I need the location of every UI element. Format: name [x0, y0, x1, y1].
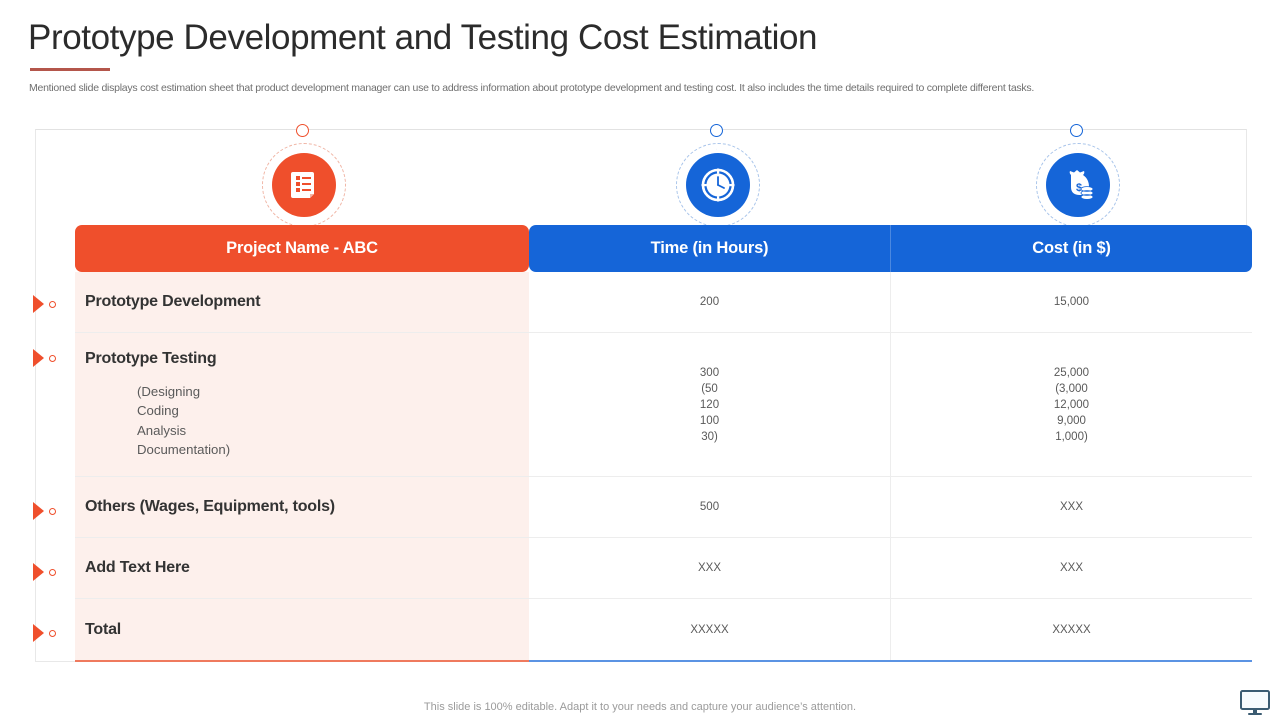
badge-cost: $ [1036, 143, 1120, 227]
sub-item: Analysis [137, 422, 187, 438]
triangle-marker-icon [33, 624, 44, 642]
row-label: Add Text Here [85, 559, 190, 576]
cell-project-name: Prototype Development [75, 272, 529, 332]
cell-time: 200 [529, 272, 890, 332]
circle-marker-icon [49, 568, 56, 576]
circle-marker-icon [49, 354, 56, 362]
sub-item: (Designing [137, 383, 201, 399]
money-bag-icon: $ [1046, 153, 1110, 217]
cell-cost: 15,000 [890, 272, 1252, 332]
clock-icon [686, 153, 750, 217]
time-value: 500 [699, 501, 720, 513]
column-header-time: Time (in Hours) [529, 225, 890, 272]
triangle-marker-icon [33, 295, 44, 313]
cost-value: 25,000 (3,000 12,000 9,000 1,000) [1053, 366, 1090, 443]
cell-project-name: Add Text Here [75, 538, 529, 598]
row-label: Total [85, 620, 122, 638]
title-underline-accent [30, 68, 110, 71]
cell-cost: 25,000 (3,000 12,000 9,000 1,000) [890, 333, 1252, 476]
monitor-icon [1240, 690, 1270, 720]
row-sub-items: (Designing Coding Analysis Documentation… [85, 382, 529, 460]
cell-project-name: Others (Wages, Equipment, tools) [75, 477, 529, 537]
table-header-row: Project Name - ABC Time (in Hours) Cost … [75, 225, 1252, 272]
connector-pin-1 [296, 124, 312, 150]
table-row[interactable]: Others (Wages, Equipment, tools) 500 XXX [75, 477, 1252, 538]
row-label: Others (Wages, Equipment, tools) [85, 498, 335, 515]
triangle-marker-icon [33, 502, 44, 520]
cell-time: XXX [529, 538, 890, 598]
cell-cost: XXX [890, 538, 1252, 598]
bottom-border-values [529, 660, 1252, 662]
cell-project-name: Prototype Testing (Designing Coding Anal… [75, 333, 529, 476]
time-value: XXX [697, 562, 721, 574]
row-marker-5[interactable] [33, 624, 67, 642]
cell-project-name: Total [75, 599, 529, 660]
row-marker-4[interactable] [33, 563, 67, 581]
sub-item: Coding [137, 403, 179, 418]
connector-pin-2 [710, 124, 726, 150]
row-marker-2[interactable] [33, 349, 67, 367]
circle-marker-icon [49, 629, 56, 637]
connector-pin-3 [1070, 124, 1086, 150]
column-header-cost: Cost (in $) [890, 225, 1252, 272]
cell-cost: XXX [890, 477, 1252, 537]
table-bottom-border [75, 660, 1252, 662]
cost-value: 15,000 [1053, 296, 1090, 308]
table-row[interactable]: Prototype Testing (Designing Coding Anal… [75, 333, 1252, 477]
table-row[interactable]: Add Text Here XXX XXX [75, 538, 1252, 599]
circle-marker-icon [49, 300, 56, 308]
time-value: 300 (50 120 100 30) [699, 366, 720, 443]
badge-project [262, 143, 346, 227]
svg-text:$: $ [1076, 182, 1082, 194]
row-marker-3[interactable] [33, 502, 67, 520]
time-value: XXXXX [690, 623, 729, 636]
table-row[interactable]: Prototype Development 200 15,000 [75, 272, 1252, 333]
footer-note: This slide is 100% editable. Adapt it to… [423, 701, 857, 713]
table-row-total[interactable]: Total XXXXX XXXXX [75, 599, 1252, 660]
row-marker-1[interactable] [33, 295, 67, 313]
time-value: 200 [699, 296, 720, 308]
cost-value: XXX [1059, 501, 1083, 513]
connector-ring-3 [1070, 124, 1083, 137]
connector-ring-1 [296, 124, 309, 137]
triangle-marker-icon [33, 349, 44, 367]
badge-time [676, 143, 760, 227]
cost-value: XXX [1059, 562, 1083, 574]
table-body: Prototype Development 200 15,000 Prototy… [75, 272, 1252, 660]
circle-marker-icon [49, 507, 56, 515]
row-label: Prototype Testing [85, 349, 217, 367]
sub-item: Documentation) [137, 442, 231, 457]
cell-time: 300 (50 120 100 30) [529, 333, 890, 476]
cost-value: XXXXX [1052, 623, 1091, 636]
row-label: Prototype Development [85, 293, 261, 310]
cost-estimation-table: Project Name - ABC Time (in Hours) Cost … [75, 225, 1252, 662]
connector-ring-2 [710, 124, 723, 137]
page-title: Prototype Development and Testing Cost E… [28, 18, 818, 57]
page-subtitle: Mentioned slide displays cost estimation… [29, 82, 1035, 94]
cell-time: 500 [529, 477, 890, 537]
bottom-border-project [75, 660, 529, 662]
checklist-icon [272, 153, 336, 217]
cell-cost: XXXXX [890, 599, 1252, 660]
cell-time: XXXXX [529, 599, 890, 660]
triangle-marker-icon [33, 563, 44, 581]
column-header-project: Project Name - ABC [75, 225, 529, 272]
